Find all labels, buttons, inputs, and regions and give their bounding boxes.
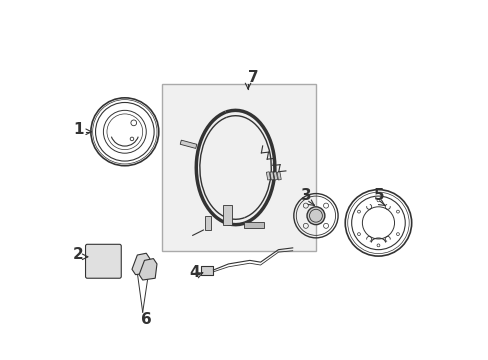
Bar [269, 172, 274, 180]
Bar [277, 172, 281, 180]
Bar [244, 222, 264, 228]
FancyBboxPatch shape [85, 244, 121, 278]
Polygon shape [132, 253, 149, 275]
Polygon shape [139, 258, 157, 280]
Text: 3: 3 [300, 188, 311, 203]
Text: 6: 6 [141, 312, 151, 327]
Bar [180, 140, 197, 148]
Text: 4: 4 [189, 265, 199, 280]
Bar [205, 216, 210, 230]
Bar [266, 172, 270, 180]
Text: 2: 2 [73, 247, 83, 262]
Bar [200, 266, 213, 275]
Bar [223, 205, 231, 225]
Circle shape [102, 256, 111, 265]
Bar [273, 172, 277, 180]
FancyBboxPatch shape [162, 84, 315, 251]
Text: 7: 7 [247, 71, 258, 85]
Circle shape [88, 256, 97, 265]
Text: 5: 5 [373, 188, 384, 203]
Circle shape [306, 207, 324, 225]
Text: 1: 1 [73, 122, 83, 136]
